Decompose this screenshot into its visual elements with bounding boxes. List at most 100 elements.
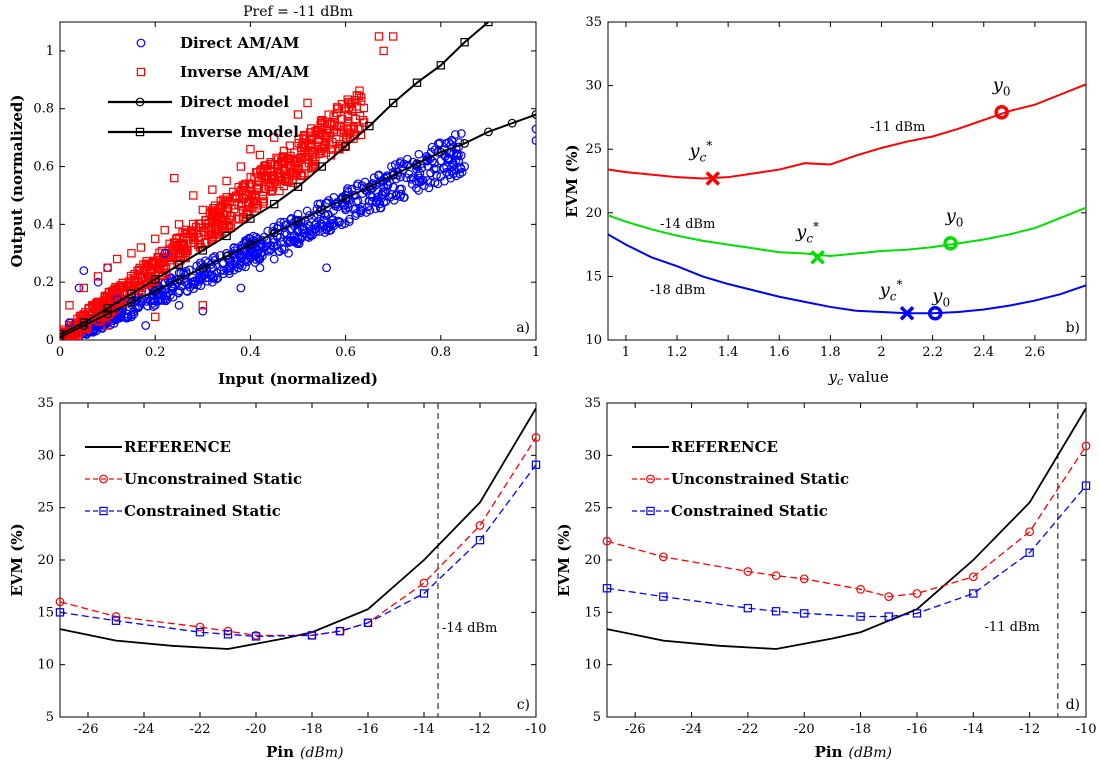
series-marker: [1081, 441, 1091, 451]
series-marker: [968, 572, 978, 582]
inverse-cloud-point: [294, 138, 303, 148]
inverse-point: [379, 46, 388, 56]
direct-cloud-point: [406, 174, 416, 184]
inverse-cloud-point: [249, 199, 259, 208]
model-marker: [126, 298, 136, 307]
inverse-cloud-point: [355, 86, 364, 95]
direct-cloud-point: [324, 226, 334, 236]
x-tick-label: 0.4: [240, 345, 261, 360]
inverse-cloud-point: [194, 219, 204, 229]
y-tick-label: 30: [585, 79, 602, 94]
model-marker: [174, 260, 184, 270]
y-tick-label: 15: [585, 269, 602, 284]
x-tick-label: -24: [681, 722, 702, 737]
direct-cloud-point: [456, 163, 465, 173]
direct-cloud-point: [199, 267, 209, 277]
direct-cloud-point: [337, 220, 347, 230]
model-marker: [79, 318, 88, 327]
direct-cloud-point: [356, 206, 366, 216]
direct-cloud-point: [297, 222, 307, 232]
y-tick-label: 0.6: [33, 160, 54, 175]
model-marker: [270, 199, 279, 209]
direct-cloud-point: [263, 226, 273, 236]
inverse-point: [270, 133, 279, 142]
direct-cloud-point: [237, 250, 246, 260]
model-marker: [293, 182, 303, 191]
x-tick-label: -22: [737, 722, 758, 737]
direct-cloud-point: [330, 199, 340, 209]
inverse-cloud-point: [231, 193, 240, 203]
series-marker: [531, 460, 541, 469]
inverse-cloud-point: [324, 110, 333, 119]
series-marker: [602, 536, 612, 546]
inverse-cloud-point: [266, 158, 275, 167]
y-axis-label: Output (normalized): [8, 95, 26, 268]
panel-label: a): [516, 320, 530, 336]
direct-cloud-point: [443, 153, 453, 163]
direct-cloud-point: [324, 222, 334, 232]
y-tick-label: 25: [585, 142, 602, 157]
direct-cloud-point: [353, 196, 363, 206]
direct-point: [207, 277, 217, 287]
direct-point: [322, 263, 331, 273]
x-tick-label: -18: [302, 722, 323, 737]
direct-cloud-point: [402, 173, 411, 183]
inverse-point: [103, 321, 112, 330]
x-tick-label: 1: [622, 345, 630, 360]
x-tick-label: -16: [358, 722, 379, 737]
x-tick-label: -10: [526, 722, 547, 737]
inverse-point: [374, 32, 384, 41]
direct-cloud-point: [456, 129, 466, 138]
legend: REFERENCE Unconstrained Static Constrained…: [85, 438, 302, 520]
x-tick-label: -24: [134, 722, 155, 737]
legend-label: Inverse AM/AM: [180, 63, 309, 81]
model-marker: [317, 162, 327, 171]
y-tick-label: 35: [37, 396, 54, 411]
model-marker: [436, 61, 446, 70]
y-tick-label: 30: [37, 448, 54, 463]
inverse-point: [170, 173, 179, 183]
y-tick-label: 1: [46, 44, 54, 59]
model-marker: [484, 127, 493, 137]
inverse-cloud-point: [177, 238, 186, 248]
legend-label: REFERENCE: [124, 438, 231, 456]
y-axis-label: EVM (%): [563, 144, 581, 217]
inverse-cloud-point: [308, 157, 317, 166]
series-marker: [884, 592, 894, 602]
direct-point: [236, 283, 246, 293]
curve-label: -14 dBm: [660, 217, 715, 232]
direct-cloud-point: [430, 178, 440, 188]
inverse-cloud-point: [349, 123, 359, 132]
inverse-cloud-point: [181, 248, 191, 258]
model-marker: [484, 22, 493, 27]
x-axis-label: c value: [837, 368, 889, 388]
direct-point: [79, 266, 89, 276]
legend-marker: [135, 127, 145, 137]
series-marker: [531, 433, 541, 442]
y-tick-label: 0.4: [33, 217, 54, 232]
direct-point: [317, 219, 327, 229]
series-marker: [1081, 481, 1091, 490]
y-tick-label: 0: [46, 333, 54, 348]
inverse-cloud-point: [293, 156, 302, 166]
direct-cloud-point: [224, 266, 234, 276]
inverse-cloud-point: [232, 191, 241, 201]
inverse-cloud-point: [250, 173, 259, 182]
direct-point: [531, 124, 536, 134]
direct-cloud-point: [447, 166, 457, 176]
y-tick-label: 25: [37, 501, 54, 516]
direct-cloud-point: [369, 173, 379, 183]
direct-cloud-point: [350, 204, 360, 214]
direct-cloud-point: [433, 139, 443, 148]
inverse-cloud-point: [336, 139, 345, 149]
inverse-cloud-point: [296, 143, 306, 153]
series-marker: [475, 521, 485, 530]
direct-cloud-point: [161, 296, 171, 306]
direct-cloud-point: [253, 253, 263, 262]
inverse-point: [103, 263, 112, 272]
inverse-cloud-point: [95, 299, 104, 308]
direct-cloud-point: [315, 199, 325, 209]
direct-point: [74, 283, 84, 293]
direct-point: [303, 219, 312, 229]
direct-cloud-point: [277, 244, 287, 253]
